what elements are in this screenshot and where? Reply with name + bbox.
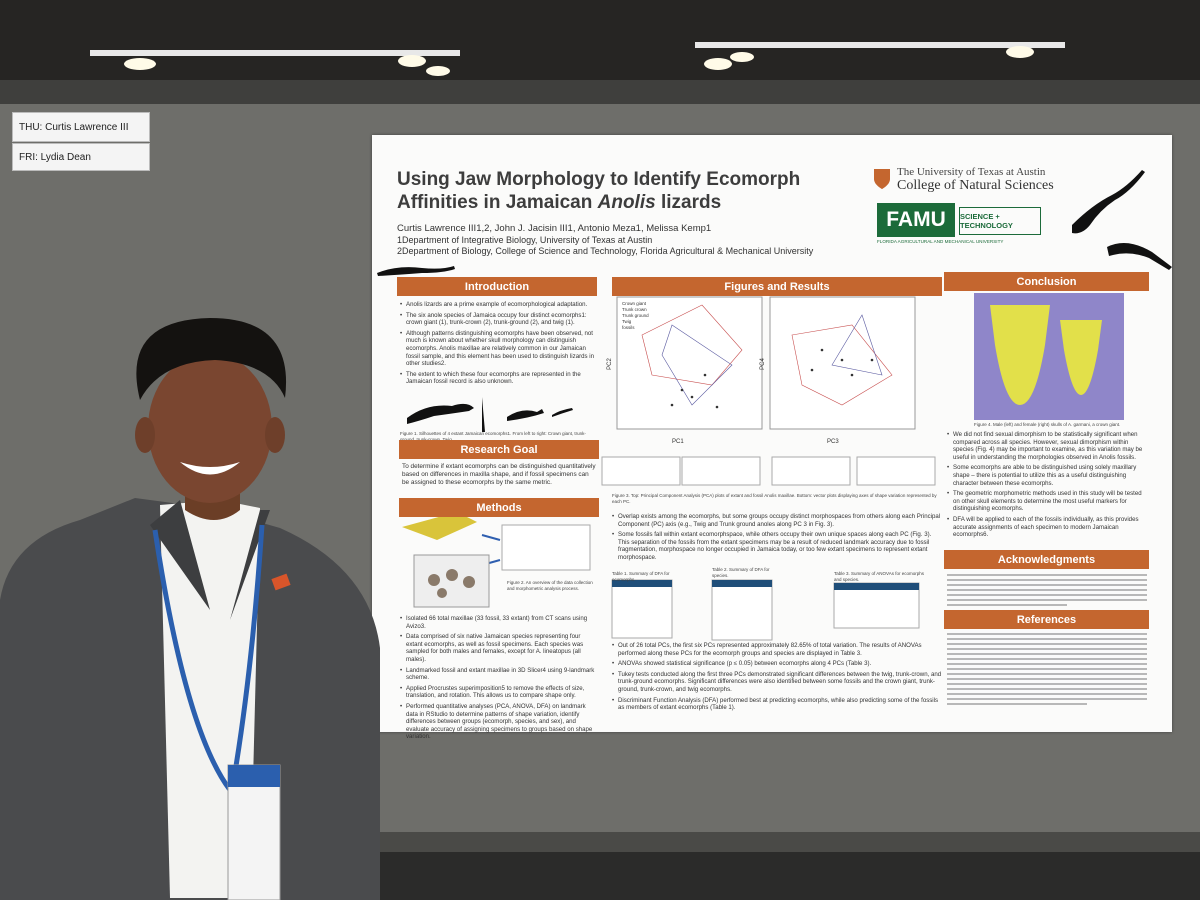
axis-label: PC3	[827, 439, 839, 445]
axis-label: PC2	[606, 358, 613, 370]
light	[695, 42, 1065, 48]
board-frame	[0, 80, 1200, 105]
pca-plot	[616, 296, 763, 430]
lizard-silhouette	[377, 266, 455, 276]
illustrations	[377, 170, 1172, 641]
bullet-list: Overlap exists among the ecomorphs, but …	[612, 513, 942, 565]
authors: Curtis Lawrence III1,2, John J. Jacisin …	[397, 223, 712, 234]
bullet: The extent to which these four ecomorphs…	[400, 371, 595, 386]
goal-text: To determine if extant ecomorphs can be …	[402, 463, 596, 486]
landmark-plot	[501, 524, 591, 571]
name-label: THU: Curtis Lawrence III	[12, 112, 150, 142]
poster: Using Jaw Morphology to Identify Ecomorp…	[372, 135, 1172, 740]
lizard-silhouette	[482, 397, 485, 432]
plot-legend: Crown giant Trunk crown Trunk ground Twig fo…	[622, 301, 649, 331]
legend-entry: fossils	[622, 325, 635, 330]
section-heading: Methods	[399, 498, 599, 517]
bullet-list: Isolated 66 total maxillae (33 fossil, 3…	[400, 615, 598, 744]
lizard-silhouette	[1072, 170, 1145, 234]
legend-entry: Twig	[622, 319, 632, 324]
specimen-photo	[413, 554, 490, 608]
lizard-silhouette	[507, 409, 544, 421]
title-line: Affinities in Jamaican	[397, 192, 593, 213]
bullet: Data comprised of six native Jamaican sp…	[400, 633, 598, 663]
bullet: We did not find sexual dimorphism to be …	[947, 431, 1147, 461]
title-line: lizards	[660, 192, 722, 213]
bullet: The geometric morphometric methods used …	[947, 490, 1147, 513]
bullet: Some fossils fall within extant ecomorph…	[612, 531, 942, 561]
bullet: Landmarked fossil and extant maxillae in…	[400, 667, 598, 682]
bullet: Isolated 66 total maxillae (33 fossil, 3…	[400, 615, 598, 630]
bullet: Discriminant Function Analysis (DFA) per…	[612, 697, 942, 712]
famu-college: SCIENCE + TECHNOLOGY	[959, 207, 1041, 235]
bullet: The six anole species of Jamaica occupy …	[400, 312, 595, 327]
bullet: Some ecomorphs are able to be distinguis…	[947, 464, 1147, 487]
presenter	[0, 318, 380, 900]
lizard-silhouette	[552, 408, 573, 417]
figure-caption: Figure 4. Male (left) and female (right)…	[974, 422, 1121, 427]
name-label: FRI: Lydia Dean	[12, 143, 150, 171]
axis-label: PC1	[672, 439, 684, 445]
bullet: ANOVAs showed statistical significance (…	[612, 660, 942, 668]
lamps	[124, 46, 1034, 76]
maxilla-scan	[402, 512, 477, 540]
table-caption: Table 3. Summary of ANOVAs for ecomorphs…	[834, 571, 924, 582]
ut-logo: The University of Texas at Austin	[897, 166, 1046, 178]
light	[90, 50, 460, 56]
legend-entry: Trunk ground	[622, 313, 649, 318]
pca-plot	[769, 296, 916, 430]
section-heading: Introduction	[397, 277, 597, 296]
legend-entry: Crown giant	[622, 301, 647, 306]
bullet: Anolis lizards are a prime example of ec…	[400, 301, 595, 309]
bullet: Applied Procrustes superimposition5 to r…	[400, 685, 598, 700]
fine-print	[947, 633, 1147, 708]
famu-sub: FLORIDA AGRICULTURAL AND MECHANICAL UNIV…	[877, 239, 1004, 244]
fine-print	[947, 574, 1147, 609]
bullet: Although patterns distinguishing ecomorp…	[400, 330, 595, 368]
section-heading: Research Goal	[399, 440, 599, 459]
section-heading: Figures and Results	[612, 277, 942, 296]
section-heading: Conclusion	[944, 272, 1149, 291]
bullet: Overlap exists among the ecomorphs, but …	[612, 513, 942, 528]
affiliation: 1Department of Integrative Biology, Univ…	[397, 235, 653, 245]
table-caption: Table 2. Summary of DFA for species.	[712, 567, 770, 578]
lizard-silhouette	[1107, 243, 1172, 270]
figure-caption: Figure 2. An overview of the data collec…	[507, 580, 593, 591]
famu-logo: FAMU	[877, 203, 955, 237]
bullet: Out of 26 total PCs, the first six PCs r…	[612, 642, 942, 657]
axis-label: PC4	[759, 358, 766, 370]
legend-entry: Trunk crown	[622, 307, 647, 312]
lizard-silhouette	[407, 403, 474, 424]
figure-caption: Figure 1. Silhouettes of 4 extant Jamaic…	[400, 431, 586, 442]
bullet-list: Out of 26 total PCs, the first six PCs r…	[612, 642, 942, 715]
title-line: Using Jaw Morphology to Identify Ecomorp…	[397, 169, 801, 190]
poster-title: Using Jaw Morphology to Identify Ecomorp…	[397, 168, 867, 214]
section-heading: Acknowledgments	[944, 550, 1149, 569]
bullet: DFA will be applied to each of the fossi…	[947, 516, 1147, 539]
title-italic: Anolis	[597, 192, 656, 213]
bullet: Tukey tests conducted along the first th…	[612, 671, 942, 694]
figure-caption: Figure 3. Top: Principal Component Analy…	[612, 493, 937, 504]
bullet-list: We did not find sexual dimorphism to be …	[947, 431, 1147, 542]
ut-shield	[874, 169, 890, 189]
section-heading: References	[944, 610, 1149, 629]
ut-logo: College of Natural Sciences	[897, 178, 1054, 193]
bullet: Performed quantitative analyses (PCA, AN…	[400, 703, 598, 741]
affiliation: 2Department of Biology, College of Scien…	[397, 246, 814, 256]
table-caption: Table 1. Summary of DFA for ecomorphs.	[612, 571, 670, 582]
bullet-list: Anolis lizards are a prime example of ec…	[400, 301, 595, 389]
tables	[611, 579, 920, 641]
